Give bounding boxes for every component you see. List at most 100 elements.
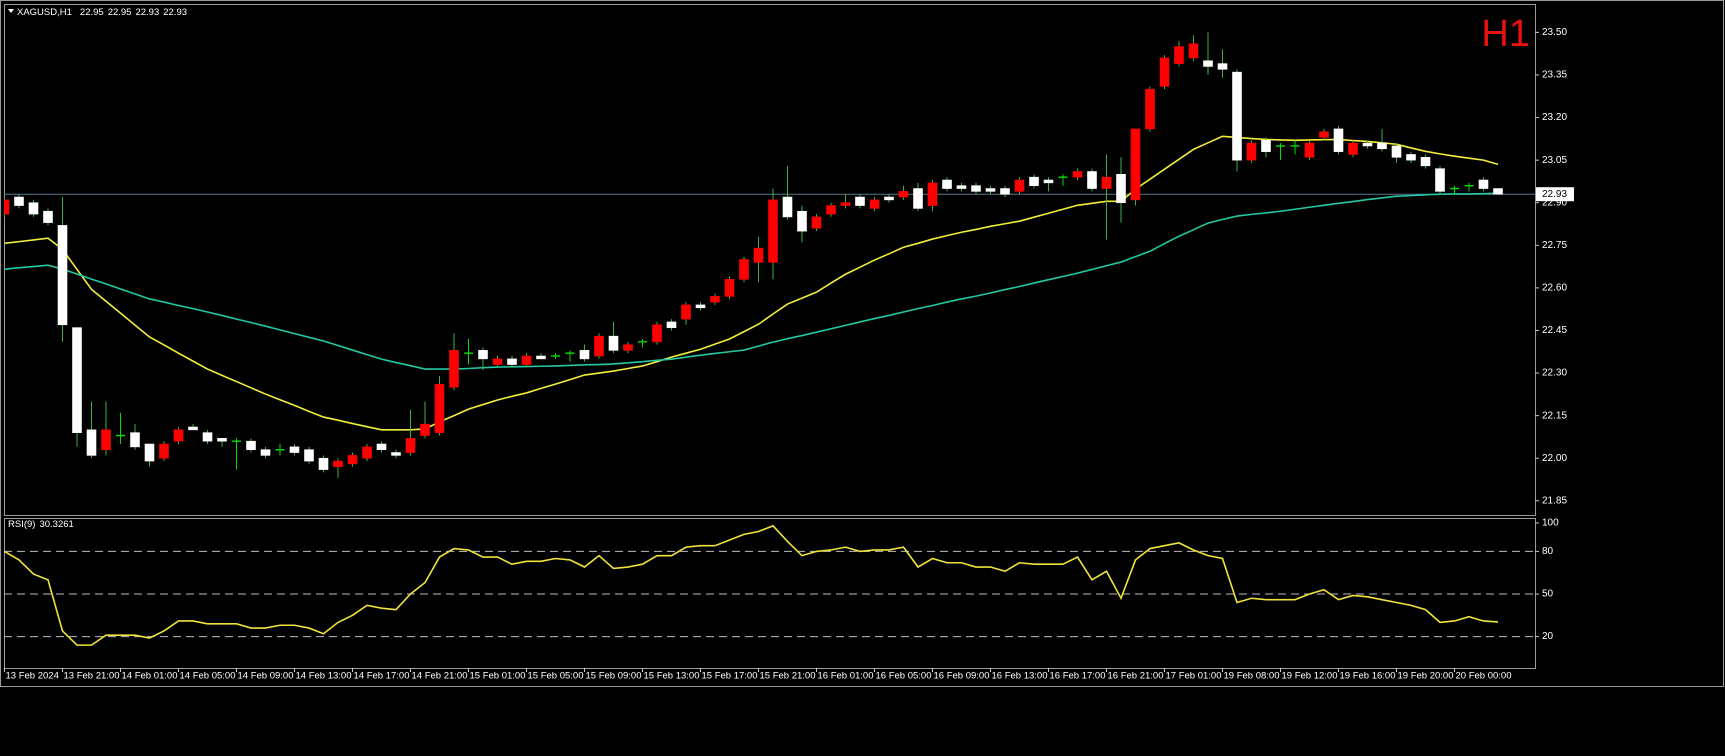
indicator-line bbox=[4, 524, 1499, 646]
candle-body bbox=[1478, 179, 1489, 189]
x-tick-label: 14 Feb 01:00 bbox=[122, 671, 178, 682]
indicator-line bbox=[4, 135, 1499, 431]
candle-body bbox=[1362, 142, 1373, 147]
candle-body bbox=[1203, 60, 1213, 67]
candle-body bbox=[782, 196, 793, 218]
quote-high: 22.95 bbox=[108, 7, 132, 18]
candle-body bbox=[666, 321, 677, 328]
candle-body bbox=[869, 199, 880, 209]
candle-body bbox=[362, 446, 372, 459]
candle-body bbox=[1159, 57, 1170, 87]
candle-body bbox=[1435, 168, 1445, 192]
candle-body bbox=[811, 216, 822, 229]
candle-body bbox=[739, 259, 749, 280]
candle-body bbox=[492, 358, 503, 365]
x-tick-label: 13 Feb 21:00 bbox=[64, 671, 120, 682]
candle-body bbox=[101, 429, 111, 451]
candle-body bbox=[202, 432, 213, 442]
x-tick-label: 16 Feb 05:00 bbox=[876, 671, 932, 682]
quote-close: 22.93 bbox=[163, 7, 187, 18]
candle-body bbox=[884, 196, 894, 201]
candle-body bbox=[1130, 128, 1141, 201]
symbol: XAGUSD,H1 bbox=[17, 7, 72, 18]
candle-body bbox=[797, 210, 807, 232]
candle-body bbox=[579, 350, 590, 360]
x-tick-label: 19 Feb 12:00 bbox=[1282, 671, 1338, 682]
x-tick-label: 15 Feb 13:00 bbox=[644, 671, 700, 682]
indicator-name: RSI(9) bbox=[8, 519, 35, 530]
candle-body bbox=[318, 457, 329, 470]
candle-body bbox=[768, 199, 778, 263]
x-tick-label: 19 Feb 08:00 bbox=[1224, 671, 1280, 682]
candle-body bbox=[927, 182, 938, 206]
x-tick-label: 19 Feb 20:00 bbox=[1398, 671, 1454, 682]
candle-body bbox=[1232, 71, 1242, 161]
candle-body bbox=[724, 279, 735, 297]
x-tick-label: 15 Feb 05:00 bbox=[528, 671, 584, 682]
candle-body bbox=[333, 460, 343, 468]
price-label: 22.93 bbox=[1542, 189, 1567, 200]
candle-body bbox=[1261, 139, 1271, 152]
candle-body bbox=[246, 440, 256, 451]
candle-body bbox=[594, 335, 604, 357]
y-tick-label: 22.00 bbox=[1542, 453, 1567, 464]
x-tick-label: 14 Feb 05:00 bbox=[180, 671, 236, 682]
candle-body bbox=[217, 438, 227, 442]
main-panel bbox=[4, 4, 1536, 516]
candle-body bbox=[144, 443, 155, 462]
candle-body bbox=[478, 350, 488, 360]
candle-body bbox=[1319, 131, 1329, 138]
y-tick-label: 20 bbox=[1542, 631, 1554, 642]
candle-body bbox=[840, 202, 851, 206]
candle-body bbox=[1043, 179, 1054, 184]
candle-body bbox=[188, 426, 198, 431]
candle-body bbox=[1014, 179, 1025, 192]
x-tick-label: 14 Feb 17:00 bbox=[354, 671, 410, 682]
y-tick-label: 23.20 bbox=[1542, 112, 1567, 123]
candle-body bbox=[652, 324, 662, 343]
candle-body bbox=[1116, 174, 1126, 204]
x-tick-label: 15 Feb 01:00 bbox=[470, 671, 526, 682]
candles bbox=[4, 32, 1535, 479]
x-tick-label: 14 Feb 09:00 bbox=[238, 671, 294, 682]
candle-body bbox=[1072, 171, 1083, 178]
y-tick-label: 22.30 bbox=[1542, 368, 1567, 379]
candle-body bbox=[1377, 142, 1387, 150]
candle-body bbox=[260, 449, 271, 456]
x-tick-label: 13 Feb 2024 bbox=[6, 671, 59, 682]
candle-body bbox=[289, 446, 300, 453]
candle-body bbox=[1174, 46, 1184, 64]
candle-body bbox=[28, 202, 39, 215]
y-tick-label: 22.45 bbox=[1542, 325, 1567, 336]
window-frame bbox=[0, 0, 1724, 687]
candle-body bbox=[695, 304, 706, 309]
candle-body bbox=[391, 452, 401, 456]
candle-body bbox=[1406, 154, 1416, 161]
y-tick-label: 22.75 bbox=[1542, 240, 1567, 251]
y-tick-label: 21.85 bbox=[1542, 495, 1567, 506]
candle-body bbox=[72, 327, 82, 433]
quote-open: 22.95 bbox=[80, 7, 104, 18]
x-tick-label: 20 Feb 00:00 bbox=[1456, 671, 1512, 682]
candle-body bbox=[623, 344, 633, 351]
y-tick-label: 100 bbox=[1542, 518, 1559, 529]
candle-body bbox=[1145, 88, 1155, 130]
candle-body bbox=[1217, 63, 1228, 70]
x-tick-label: 17 Feb 01:00 bbox=[1166, 671, 1222, 682]
timeframe-annotation: H1 bbox=[1481, 13, 1530, 55]
y-tick-label: 22.15 bbox=[1542, 410, 1567, 421]
price-label-box bbox=[1536, 187, 1574, 202]
candle-body bbox=[956, 185, 967, 189]
rsi-lines bbox=[4, 524, 1535, 646]
candle-body bbox=[507, 358, 517, 365]
candle-body bbox=[449, 350, 459, 388]
candle-body bbox=[405, 438, 416, 453]
y-tick-label: 23.05 bbox=[1542, 155, 1567, 166]
candle-body bbox=[304, 449, 314, 462]
candle-body bbox=[1188, 43, 1199, 59]
menu-arrow[interactable] bbox=[8, 9, 14, 13]
candle-body bbox=[1304, 142, 1315, 158]
candle-body bbox=[1420, 157, 1431, 167]
candle-body bbox=[913, 188, 923, 209]
